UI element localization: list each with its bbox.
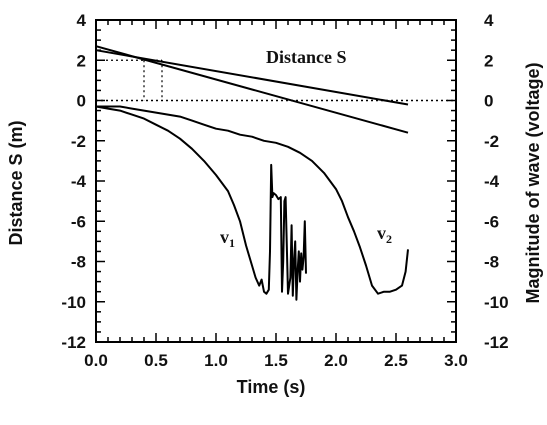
x-tick-label: 2.5 bbox=[384, 351, 408, 370]
series-line-2 bbox=[95, 45, 409, 134]
series-line-3 bbox=[95, 105, 307, 301]
y-tick-label-right: 4 bbox=[484, 11, 494, 30]
y-tick-label-left: 0 bbox=[77, 92, 86, 111]
x-tick-label: 0.0 bbox=[84, 351, 108, 370]
series-line-1 bbox=[95, 49, 409, 106]
y-tick-label-left: -8 bbox=[71, 253, 86, 272]
v2-annotation: v2 bbox=[377, 223, 392, 246]
v1-annotation: v1 bbox=[220, 227, 235, 250]
x-tick-label: 3.0 bbox=[444, 351, 468, 370]
plot-frame bbox=[95, 19, 457, 343]
y-tick-label-right: -8 bbox=[484, 253, 499, 272]
y-tick-label-right: -10 bbox=[484, 293, 509, 312]
y-tick-label-left: -4 bbox=[71, 172, 87, 191]
y-tick-label-left: -12 bbox=[61, 333, 86, 352]
x-tick-label: 1.0 bbox=[204, 351, 228, 370]
x-tick-label: 1.5 bbox=[264, 351, 288, 370]
y-tick-label-right: -2 bbox=[484, 132, 499, 151]
y-tick-label-left: 2 bbox=[77, 51, 86, 70]
series-line-4 bbox=[96, 105, 409, 295]
y-tick-label-left: 4 bbox=[77, 11, 87, 30]
y-tick-label-left: -2 bbox=[71, 132, 86, 151]
x-axis-title: Time (s) bbox=[237, 377, 306, 397]
y-tick-label-left: -10 bbox=[61, 293, 86, 312]
y-tick-label-right: -4 bbox=[484, 172, 500, 191]
y-tick-label-right: 0 bbox=[484, 92, 493, 111]
y-tick-label-right: -12 bbox=[484, 333, 509, 352]
y-tick-label-right: -6 bbox=[484, 212, 499, 231]
x-tick-label: 2.0 bbox=[324, 351, 348, 370]
distance-annotation: Distance S bbox=[266, 47, 347, 67]
y-tick-label-right: 2 bbox=[484, 51, 493, 70]
x-tick-label: 0.5 bbox=[144, 351, 168, 370]
y-tick-label-left: -6 bbox=[71, 212, 86, 231]
y-axis-title-left: Distance S (m) bbox=[6, 120, 26, 245]
y-axis-title-right: Magnitude of wave (voltage) bbox=[523, 62, 543, 303]
